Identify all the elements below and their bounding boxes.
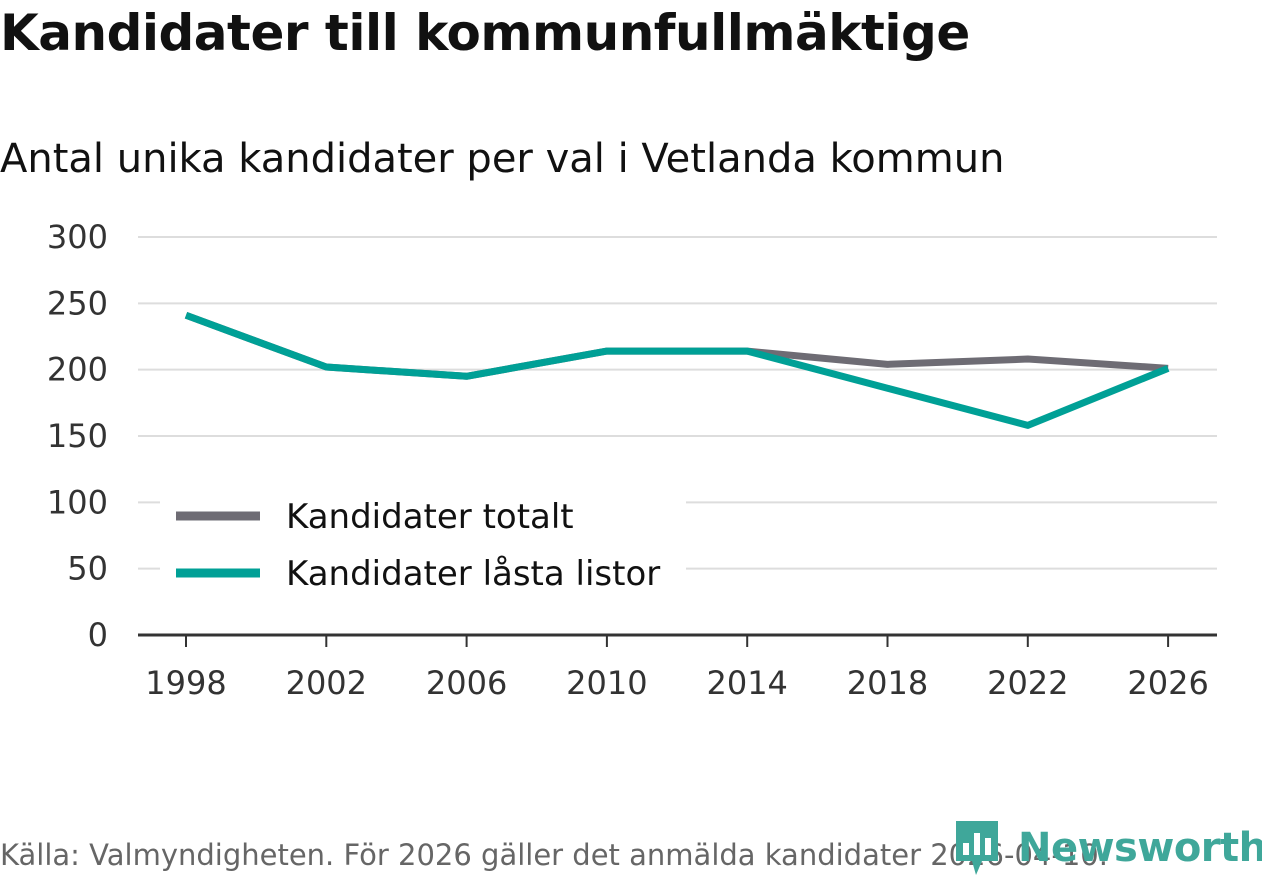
x-tick-label: 2010 bbox=[566, 664, 647, 702]
newsworthy-logo: Newsworthy bbox=[952, 818, 1262, 878]
y-tick-label: 200 bbox=[47, 351, 108, 389]
x-axis: 1998 2002 2006 2010 2014 2018 2022 2026 bbox=[138, 633, 1217, 702]
y-axis-labels: 0 50 100 150 200 250 300 bbox=[47, 218, 108, 654]
legend-label: Kandidater totalt bbox=[286, 497, 574, 537]
y-tick-label: 300 bbox=[47, 218, 108, 256]
series-lines bbox=[184, 311, 1170, 429]
x-tick-label: 1998 bbox=[145, 664, 226, 702]
y-tick-label: 50 bbox=[67, 550, 108, 588]
x-tick-label: 2018 bbox=[847, 664, 928, 702]
legend: Kandidater totalt Kandidater låsta listor bbox=[160, 492, 686, 610]
y-tick-label: 100 bbox=[47, 483, 108, 521]
legend-label: Kandidater låsta listor bbox=[286, 554, 660, 594]
series-line-1 bbox=[184, 311, 1170, 429]
x-tick-label: 2002 bbox=[286, 664, 367, 702]
y-tick-label: 150 bbox=[47, 417, 108, 455]
x-tick-label: 2006 bbox=[426, 664, 507, 702]
x-tick-label: 2022 bbox=[987, 664, 1068, 702]
bar-chart-icon bbox=[956, 821, 998, 875]
chart-subtitle: Antal unika kandidater per val i Vetland… bbox=[0, 136, 1005, 182]
source-note: Källa: Valmyndigheten. För 2026 gäller d… bbox=[0, 838, 1108, 872]
x-tick-label: 2026 bbox=[1127, 664, 1208, 702]
y-tick-label: 250 bbox=[47, 284, 108, 322]
x-tick-label: 2014 bbox=[706, 664, 787, 702]
brand-name: Newsworthy bbox=[1018, 825, 1262, 871]
y-tick-label: 0 bbox=[88, 616, 108, 654]
chart-title: Kandidater till kommunfullmäktige bbox=[0, 4, 970, 62]
